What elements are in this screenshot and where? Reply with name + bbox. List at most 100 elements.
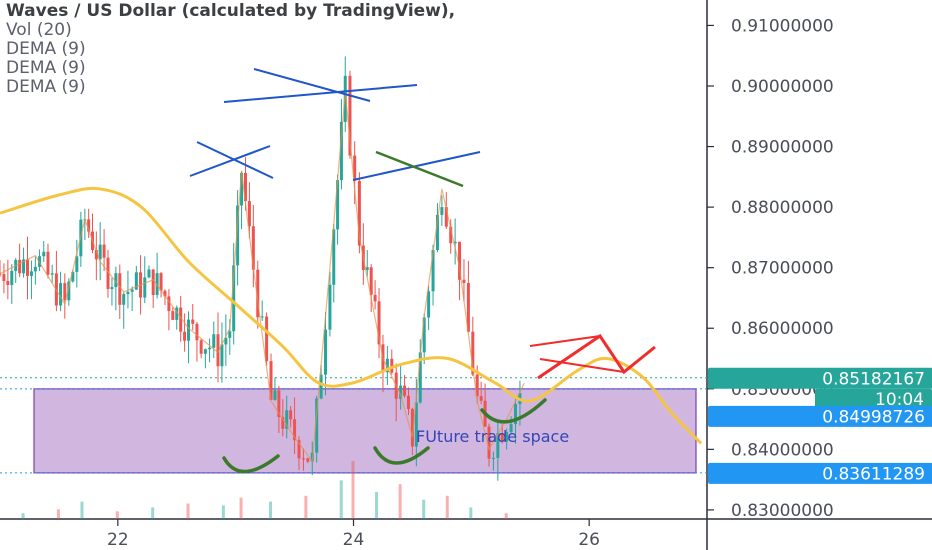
trendline-drawing — [352, 151, 481, 181]
zone-top-badge — [708, 405, 932, 427]
volume-bar — [469, 507, 473, 519]
candle-body — [496, 433, 500, 458]
candle-body — [458, 241, 462, 280]
trendline-drawing — [189, 145, 271, 177]
candle-body — [102, 244, 106, 258]
candle-body — [224, 337, 228, 345]
volume-bar — [504, 513, 508, 519]
candle-body — [2, 274, 6, 282]
candle-body — [410, 409, 414, 447]
candle-body — [179, 307, 183, 332]
candle-body — [265, 316, 269, 362]
candle-body — [195, 323, 199, 341]
candle-body — [71, 271, 75, 282]
candle-body — [500, 433, 504, 442]
candle-body — [29, 271, 33, 276]
candle-body — [365, 267, 369, 270]
candle-body — [25, 259, 29, 276]
candle-body — [373, 294, 377, 302]
candle-body — [75, 256, 79, 272]
countdown-badge-text: 10:04 — [875, 390, 924, 410]
candle-body — [293, 419, 297, 441]
candle-body — [220, 344, 224, 367]
candle-body — [348, 75, 352, 156]
candle-body — [122, 294, 126, 305]
volume-bar — [151, 507, 155, 519]
projection-drawing — [537, 333, 656, 380]
candle-body — [114, 273, 118, 288]
projection-drawing — [539, 358, 625, 373]
trendline-drawing — [223, 84, 418, 103]
zone-bottom-badge-text: 0.83611289 — [822, 464, 925, 484]
candle-body — [406, 395, 410, 410]
volume-bar — [422, 499, 426, 519]
candle-body — [87, 219, 91, 232]
volume-bar — [56, 509, 60, 519]
countdown-badge — [815, 388, 932, 409]
candle-body — [479, 396, 483, 401]
candle-body — [59, 283, 63, 306]
candle-body — [399, 385, 403, 399]
candle-body — [431, 250, 435, 292]
x-tick-label: 22 — [107, 530, 129, 550]
candle-body — [306, 458, 310, 462]
arc-drawing — [373, 446, 430, 465]
candle-body — [289, 410, 293, 420]
candle-body — [126, 291, 130, 295]
candle-body — [98, 244, 102, 260]
volume-bar — [375, 491, 379, 519]
trendline-drawing — [253, 68, 371, 102]
legend-dema-2: DEMA (9) — [6, 58, 86, 78]
candle-body — [191, 319, 195, 324]
volume-bar — [269, 501, 273, 519]
candle-body — [269, 361, 273, 400]
candle-body — [155, 273, 159, 295]
candle-body — [6, 281, 10, 286]
candle-body — [134, 272, 138, 290]
candle-body — [94, 249, 98, 260]
last-price-badge — [708, 367, 932, 389]
y-tick-label: 0.84000000 — [731, 440, 834, 460]
candle-body — [67, 281, 71, 301]
candle-body — [514, 404, 518, 425]
arc-drawing — [222, 454, 280, 474]
annotation-text: FUture trade space — [416, 427, 569, 446]
candle-body — [212, 334, 216, 348]
y-tick-label: 0.83000000 — [731, 501, 834, 521]
candle-body — [301, 458, 305, 460]
candle-body — [339, 121, 343, 181]
candle-body — [106, 257, 110, 290]
candle-body — [285, 410, 289, 429]
trendline-drawing — [375, 150, 464, 188]
candle-body — [273, 390, 277, 400]
candle-body — [228, 331, 232, 338]
candle-body — [46, 251, 50, 275]
x-tick-label: 26 — [578, 530, 600, 550]
candle-body — [243, 172, 247, 202]
volume-bar — [351, 461, 355, 519]
candle-body — [33, 266, 37, 272]
candle-body — [414, 402, 418, 447]
candle-body — [240, 172, 244, 206]
y-tick-label: 0.86000000 — [731, 319, 834, 339]
candle-body — [167, 296, 171, 312]
candle-body — [319, 374, 323, 399]
candle-body — [444, 207, 448, 227]
volume-bar — [398, 484, 402, 519]
candle-body — [199, 340, 203, 354]
candle-body — [130, 289, 134, 292]
trendline-drawing — [196, 141, 274, 179]
candle-body — [63, 283, 67, 301]
candle-body — [297, 440, 301, 459]
volume-bar — [186, 503, 190, 519]
candle-body — [357, 180, 361, 246]
zone-top-badge-text: 0.84998726 — [822, 407, 925, 427]
projection-drawing — [529, 335, 601, 347]
candle-body — [427, 291, 431, 318]
candle-body — [147, 269, 151, 278]
legend-volume: Vol (20) — [6, 20, 72, 40]
candle-body — [462, 279, 466, 284]
y-tick-label: 0.87000000 — [731, 259, 834, 279]
